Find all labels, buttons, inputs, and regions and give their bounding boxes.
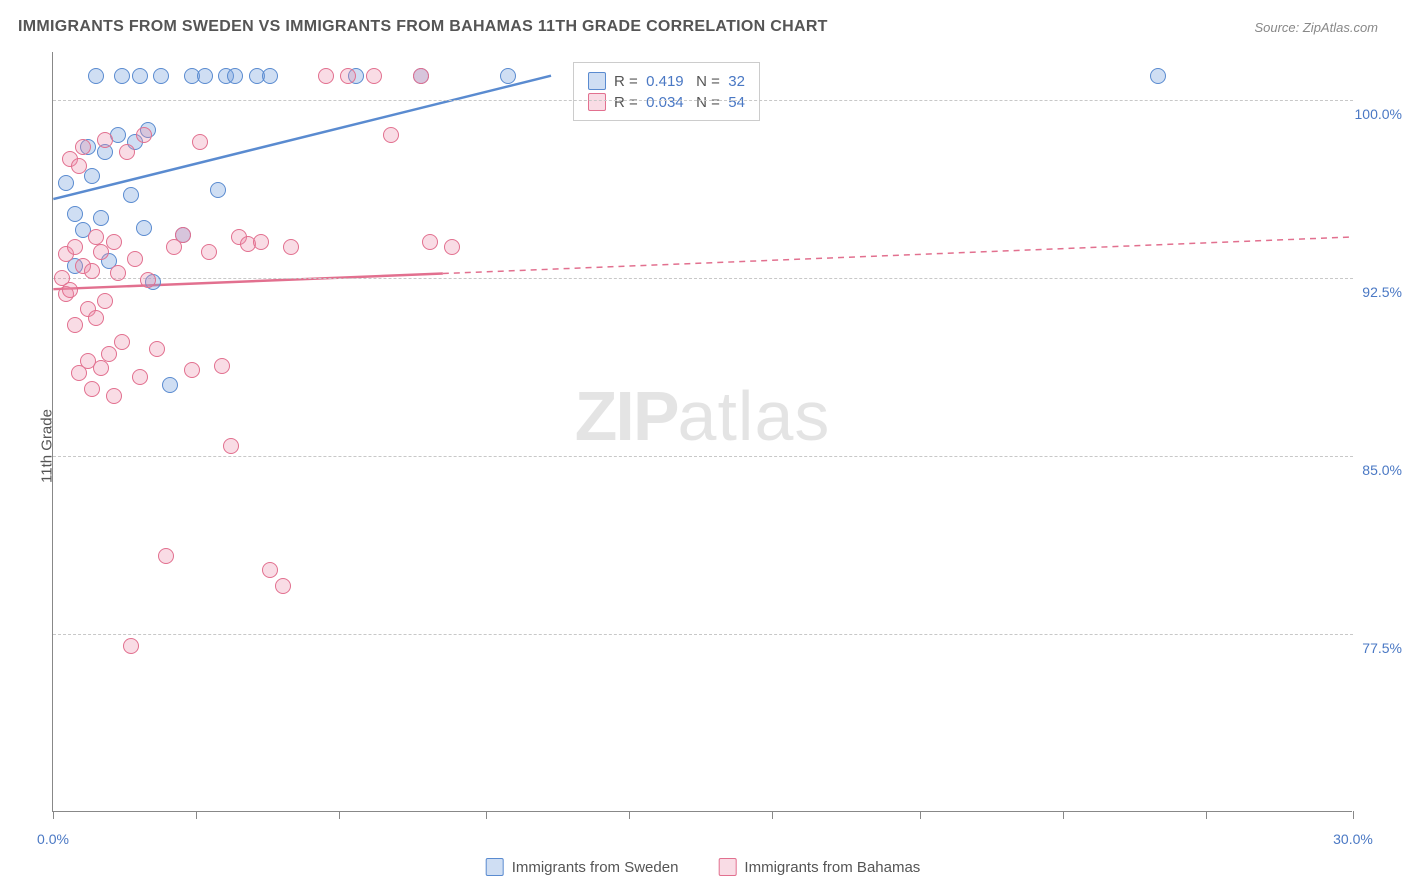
x-tick <box>1063 811 1064 819</box>
data-point <box>127 251 143 267</box>
data-point <box>318 68 334 84</box>
data-point <box>500 68 516 84</box>
correlation-legend: R = 0.419 N = 32 R = 0.034 N = 54 <box>573 62 760 121</box>
data-point <box>184 362 200 378</box>
x-tick <box>53 811 54 819</box>
gridline <box>53 456 1353 457</box>
data-point <box>214 358 230 374</box>
data-point <box>158 548 174 564</box>
x-tick <box>339 811 340 819</box>
data-point <box>84 381 100 397</box>
data-point <box>93 360 109 376</box>
legend-row: R = 0.419 N = 32 <box>588 72 745 90</box>
data-point <box>1150 68 1166 84</box>
trend-lines <box>53 52 1352 811</box>
data-point <box>210 182 226 198</box>
data-point <box>262 68 278 84</box>
data-point <box>93 210 109 226</box>
gridline <box>53 278 1353 279</box>
data-point <box>223 438 239 454</box>
gridline <box>53 634 1353 635</box>
plot-area: ZIPatlas R = 0.419 N = 32 R = 0.034 N = 5… <box>52 52 1352 812</box>
data-point <box>84 168 100 184</box>
data-point <box>97 132 113 148</box>
legend-swatch <box>588 72 606 90</box>
legend-swatch <box>588 93 606 111</box>
data-point <box>253 234 269 250</box>
data-point <box>366 68 382 84</box>
y-tick-label: 92.5% <box>1354 284 1402 300</box>
chart-container: IMMIGRANTS FROM SWEDEN VS IMMIGRANTS FRO… <box>0 0 1406 892</box>
chart-title: IMMIGRANTS FROM SWEDEN VS IMMIGRANTS FRO… <box>18 18 828 36</box>
y-tick-label: 85.0% <box>1354 462 1402 478</box>
data-point <box>123 187 139 203</box>
swatch-sweden <box>486 858 504 876</box>
data-point <box>88 310 104 326</box>
source-label: Source: ZipAtlas.com <box>1254 20 1378 35</box>
x-tick <box>920 811 921 819</box>
x-tick <box>1353 811 1354 819</box>
x-tick <box>772 811 773 819</box>
data-point <box>197 68 213 84</box>
data-point <box>106 234 122 250</box>
data-point <box>119 144 135 160</box>
data-point <box>67 239 83 255</box>
data-point <box>192 134 208 150</box>
legend-label-bahamas: Immigrants from Bahamas <box>744 859 920 876</box>
x-tick <box>629 811 630 819</box>
legend-item-sweden: Immigrants from Sweden <box>486 858 679 876</box>
watermark: ZIPatlas <box>575 376 831 456</box>
data-point <box>88 68 104 84</box>
x-tick <box>196 811 197 819</box>
data-point <box>444 239 460 255</box>
legend-row: R = 0.034 N = 54 <box>588 93 745 111</box>
data-point <box>262 562 278 578</box>
data-point <box>101 346 117 362</box>
data-point <box>201 244 217 260</box>
data-point <box>383 127 399 143</box>
legend-item-bahamas: Immigrants from Bahamas <box>718 858 920 876</box>
data-point <box>227 68 243 84</box>
data-point <box>114 68 130 84</box>
gridline <box>53 100 1353 101</box>
y-tick-label: 100.0% <box>1354 106 1402 122</box>
x-tick <box>486 811 487 819</box>
data-point <box>162 377 178 393</box>
data-point <box>136 220 152 236</box>
data-point <box>110 265 126 281</box>
data-point <box>114 334 130 350</box>
data-point <box>67 206 83 222</box>
data-point <box>283 239 299 255</box>
data-point <box>132 68 148 84</box>
y-tick-label: 77.5% <box>1354 640 1402 656</box>
data-point <box>413 68 429 84</box>
data-point <box>136 127 152 143</box>
data-point <box>84 263 100 279</box>
data-point <box>149 341 165 357</box>
data-point <box>106 388 122 404</box>
data-point <box>340 68 356 84</box>
x-tick-label: 0.0% <box>37 831 69 847</box>
data-point <box>62 282 78 298</box>
data-point <box>67 317 83 333</box>
data-point <box>58 175 74 191</box>
data-point <box>97 293 113 309</box>
data-point <box>75 139 91 155</box>
data-point <box>140 272 156 288</box>
x-tick-label: 30.0% <box>1333 831 1373 847</box>
data-point <box>123 638 139 654</box>
data-point <box>275 578 291 594</box>
data-point <box>422 234 438 250</box>
series-legend: Immigrants from Sweden Immigrants from B… <box>486 858 921 876</box>
swatch-bahamas <box>718 858 736 876</box>
data-point <box>175 227 191 243</box>
data-point <box>132 369 148 385</box>
legend-label-sweden: Immigrants from Sweden <box>512 859 679 876</box>
x-tick <box>1206 811 1207 819</box>
data-point <box>71 158 87 174</box>
data-point <box>153 68 169 84</box>
